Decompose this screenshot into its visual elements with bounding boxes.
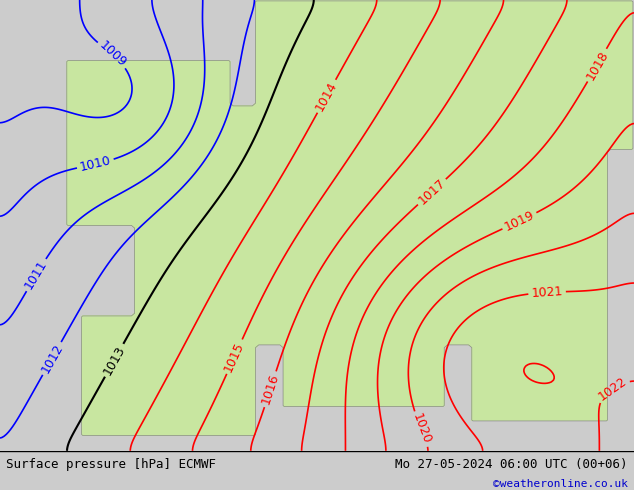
Text: 1022: 1022: [596, 375, 630, 404]
Text: 1016: 1016: [259, 372, 281, 406]
Text: 1020: 1020: [410, 412, 433, 446]
Text: 1013: 1013: [101, 343, 127, 377]
Text: 1010: 1010: [79, 154, 112, 174]
Text: 1014: 1014: [313, 79, 340, 113]
Text: 1017: 1017: [416, 176, 448, 207]
Text: Surface pressure [hPa] ECMWF: Surface pressure [hPa] ECMWF: [6, 458, 216, 471]
Text: 1015: 1015: [222, 340, 247, 374]
Text: 1019: 1019: [502, 208, 536, 234]
Text: 1018: 1018: [583, 48, 611, 82]
Text: 1012: 1012: [39, 342, 65, 375]
Text: ©weatheronline.co.uk: ©weatheronline.co.uk: [493, 479, 628, 489]
Text: 1011: 1011: [22, 258, 49, 292]
Text: 1021: 1021: [531, 285, 563, 300]
Text: 1009: 1009: [96, 39, 129, 70]
Text: Mo 27-05-2024 06:00 UTC (00+06): Mo 27-05-2024 06:00 UTC (00+06): [395, 458, 628, 471]
